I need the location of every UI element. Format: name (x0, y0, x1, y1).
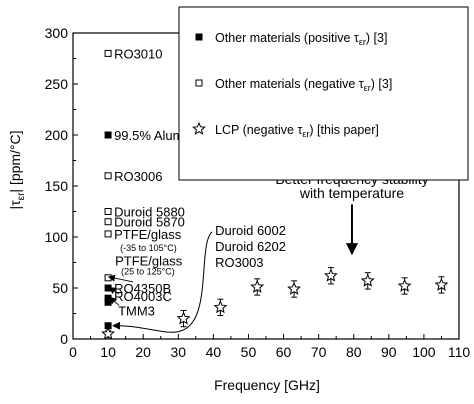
negative-material-point (104, 274, 112, 282)
y-tick-label: 300 (45, 25, 69, 41)
axis-ticks: 0 10 20 30 40 50 60 70 80 90 100 110 0 50 100 150 200 250… (45, 25, 471, 360)
leader-tmm3 (108, 296, 120, 306)
x-tick-label: 30 (170, 344, 186, 360)
x-tick-label: 110 (448, 344, 471, 360)
label-duroid-group-2: RO3003 (215, 255, 263, 270)
label-ptfe-glass-a: PTFE/glass (114, 227, 182, 242)
y-axis-label: |τεr| [ppm/°C] (7, 130, 27, 209)
y-tick-label: 50 (52, 280, 68, 296)
x-tick-label: 90 (381, 344, 397, 360)
positive-material-point (104, 131, 112, 139)
x-tick-label: 80 (346, 344, 362, 360)
x-tick-label: 60 (276, 344, 292, 360)
label-ro4350b: RO4350B (114, 281, 171, 296)
leader-duroid-group (112, 231, 213, 333)
x-tick-label: 50 (241, 344, 257, 360)
positive-material-point (104, 322, 112, 330)
x-tick-label: 0 (69, 344, 77, 360)
y-tick-label: 250 (45, 76, 69, 92)
label-duroid-5880: Duroid 5880 (114, 205, 185, 220)
y-tick-label: 150 (45, 178, 69, 194)
legend-text: Other materials (positive τ (215, 31, 359, 45)
lcp-star-point (397, 278, 412, 292)
x-axis-label: Frequency [GHz] (214, 377, 320, 393)
label-ptfe-range-a: (-35 to 105°C) (120, 243, 177, 253)
stability-arrow-head (345, 243, 358, 256)
lcp-star-point (287, 281, 302, 295)
y-tick-label: 0 (60, 331, 68, 347)
label-ro4003c: RO4003C (114, 289, 172, 304)
x-tick-label: 40 (206, 344, 222, 360)
lcp-star-point (176, 311, 191, 325)
lcp-star-point (213, 300, 228, 314)
label-ro3006: RO3006 (114, 169, 162, 184)
x-tick-label: 70 (311, 344, 327, 360)
positive-material-point (104, 284, 112, 292)
legend-label-0: Other materials (positive τεr) [3] (215, 31, 387, 47)
negative-material-point (104, 208, 112, 215)
label-duroid-group-1: Duroid 6202 (215, 239, 286, 254)
label-tmm3: TMM3 (118, 303, 155, 318)
negative-material-point (104, 49, 112, 57)
legend-subscript: εr (302, 129, 309, 139)
stability-note-line2: with temperature (299, 185, 404, 201)
legend: Other materials (positive τεr) [3]Other … (178, 6, 469, 181)
x-tick-label: 10 (100, 344, 116, 360)
label-duroid-5870: Duroid 5870 (114, 215, 185, 230)
lcp-star-point (360, 273, 375, 287)
negative-material-point (104, 218, 112, 226)
leader-ptfe (107, 274, 134, 283)
legend-label-1: Other materials (negative τεr) [3] (215, 77, 392, 93)
lcp-star-point (101, 326, 116, 340)
y-tick-label: 200 (45, 127, 69, 143)
label-duroid-group-0: Duroid 6002 (215, 223, 286, 238)
legend-text: LCP (negative τ (215, 123, 302, 137)
legend-text-rest: ) [this paper] (309, 123, 378, 137)
positive-material-point (104, 298, 112, 306)
y-label-subscript: εr (16, 192, 27, 200)
leader-ro4350b (108, 287, 120, 295)
legend-text-rest: ) [3] (366, 31, 388, 45)
label-ro3010: RO3010 (114, 46, 162, 61)
positive-material-point (104, 294, 112, 302)
y-tick-label: 100 (45, 229, 69, 245)
label-ptfe-glass-b: PTFE/glass (115, 253, 183, 268)
data-marks (101, 49, 449, 340)
legend-marker-1 (195, 79, 203, 87)
lcp-star-point (434, 277, 449, 291)
lcp-star-point (250, 279, 265, 293)
legend-text: Other materials (negative τ (215, 77, 364, 91)
legend-marker-2 (192, 121, 206, 135)
legend-subscript: εr (359, 37, 366, 47)
legend-marker-0 (195, 33, 203, 41)
x-tick-label: 20 (135, 344, 151, 360)
legend-label-2: LCP (negative τεr) [this paper] (215, 123, 379, 139)
negative-material-point (104, 172, 112, 180)
legend-subscript: εr (364, 83, 371, 93)
x-tick-label: 100 (412, 344, 436, 360)
y-label-main: |τ (7, 200, 23, 210)
lcp-star-point (323, 268, 338, 282)
y-label-unit: | [ppm/°C] (7, 130, 23, 192)
legend-text-rest: ) [3] (371, 77, 393, 91)
label-ptfe-range-b: (25 to 125°C) (121, 267, 175, 277)
legend-box (178, 6, 469, 181)
negative-material-point (104, 230, 112, 238)
